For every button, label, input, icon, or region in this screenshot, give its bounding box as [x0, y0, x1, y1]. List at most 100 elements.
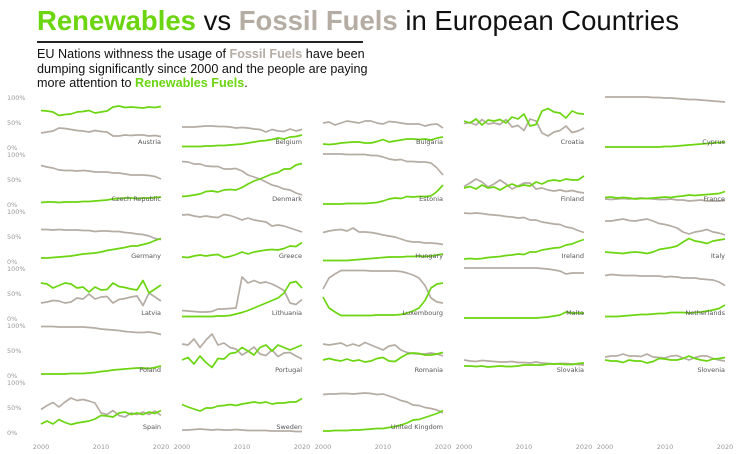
renewables-line [181, 241, 303, 259]
fossil-line [181, 333, 303, 360]
country-label: Luxembourg [402, 309, 443, 317]
fossil-line [182, 125, 303, 133]
renewables-line [40, 279, 162, 294]
country-panel: Portugal [181, 333, 303, 374]
y-tick-label: 50% [7, 176, 21, 184]
fossil-line [182, 428, 302, 433]
title-underline [37, 41, 363, 43]
y-tick-label: 100% [7, 265, 26, 273]
country-panel: Slovenia [604, 353, 726, 374]
fossil-line [40, 164, 162, 180]
renewables-line [604, 355, 726, 364]
renewables-line [322, 282, 444, 317]
x-tick-label: 2010 [657, 443, 674, 451]
fossil-line [322, 341, 444, 357]
fossil-line [181, 276, 303, 313]
title-rest: in European Countries [397, 5, 679, 36]
y-tick-label: 50% [7, 290, 21, 298]
fossil-line [463, 118, 585, 137]
country-panel: France [604, 190, 726, 203]
country-label: Spain [143, 423, 161, 431]
title-fossil-fuels: Fossil Fuels [238, 5, 398, 36]
country-label: Croatia [561, 138, 584, 146]
fossil-line [604, 273, 726, 287]
country-panel: Poland [41, 325, 162, 375]
country-label: Netherlands [685, 309, 725, 317]
country-panel: Luxembourg [322, 269, 444, 317]
renewables-line [463, 107, 585, 127]
y-tick-label: 0% [7, 315, 17, 323]
country-label: Ireland [562, 252, 584, 260]
x-tick-label: 2010 [516, 443, 533, 451]
renewables-line [181, 397, 303, 412]
country-label: Finland [561, 195, 584, 203]
country-panel: Cyprus [605, 96, 726, 148]
country-label: Czech Republic [112, 195, 162, 203]
x-tick-label: 2010 [375, 443, 392, 451]
renewables-line [323, 253, 444, 262]
y-tick-label: 50% [7, 119, 21, 127]
country-panel: Italy [604, 218, 726, 260]
fossil-line [41, 325, 162, 336]
fossil-line [40, 127, 162, 138]
country-label: Belgium [275, 138, 302, 146]
country-label: France [703, 195, 725, 203]
x-tick-label: 2000 [33, 443, 50, 451]
country-label: Poland [139, 366, 161, 374]
renewables-line [40, 196, 162, 204]
country-panel: Denmark [181, 160, 303, 203]
fossil-line [463, 178, 585, 194]
renewables-line [181, 162, 303, 198]
renewables-line [322, 351, 444, 363]
y-tick-label: 50% [7, 404, 21, 412]
country-label: Romania [415, 366, 443, 374]
fossil-line [322, 120, 444, 129]
country-label: Austria [138, 138, 161, 146]
fossil-line [605, 96, 726, 103]
subtitle-text-1: EU Nations withness the usage of [37, 47, 230, 61]
country-panel: Germany [41, 228, 162, 260]
x-tick-label: 2000 [174, 443, 191, 451]
country-label: Greece [279, 252, 302, 260]
x-tick-label: 2010 [234, 443, 251, 451]
subtitle-end: . [244, 76, 248, 91]
fossil-line [181, 213, 303, 233]
fossil-line [463, 212, 585, 234]
country-label: Bulgaria [416, 138, 443, 146]
x-tick-label: 2000 [456, 443, 473, 451]
fossil-line [604, 353, 726, 362]
country-label: Estonia [419, 195, 443, 203]
fossil-line [322, 392, 444, 414]
renewables-line [322, 136, 444, 146]
country-panel: Slovakia [463, 359, 585, 374]
fossil-line [604, 197, 726, 202]
renewables-line [605, 141, 726, 148]
renewables-line [463, 238, 585, 260]
renewables-line [182, 134, 303, 148]
fossil-line [41, 228, 162, 241]
fossil-line [322, 227, 444, 246]
x-tick-label: 2020 [153, 443, 170, 451]
y-tick-label: 100% [7, 322, 26, 330]
country-panel: Lithuania [181, 276, 303, 318]
country-panel: Hungary [322, 227, 444, 262]
country-label: Italy [711, 252, 725, 260]
subtitle-text-2: have been dumping significantly since 20… [37, 47, 368, 91]
y-tick-label: 0% [7, 201, 17, 209]
renewables-line [605, 304, 726, 318]
country-panel: United Kingdom [322, 392, 444, 432]
country-panel: Sweden [181, 397, 303, 433]
chart-subtitle: EU Nations withness the usage of Fossil … [37, 47, 382, 91]
renewables-line [182, 280, 303, 318]
renewables-line [323, 184, 444, 205]
country-label: United Kingdom [391, 423, 443, 431]
y-tick-label: 0% [7, 372, 17, 380]
country-panel: Greece [181, 213, 303, 260]
y-tick-label: 50% [7, 233, 21, 241]
y-tick-label: 50% [7, 347, 21, 355]
fossil-line [40, 397, 162, 418]
x-tick-label: 2020 [435, 443, 452, 451]
country-panel: Latvia [40, 279, 162, 317]
subtitle-renewables: Renewables Fuels [135, 76, 245, 91]
fossil-line [40, 292, 162, 307]
